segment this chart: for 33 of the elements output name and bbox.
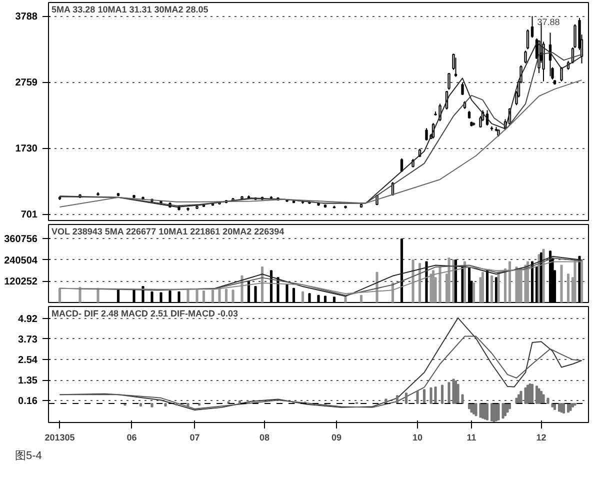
candlestick — [530, 16, 534, 38]
y-tick-label: 2.54 — [18, 354, 38, 366]
x-tick-label: 06 — [126, 432, 137, 442]
y-tick-label: 3788 — [15, 12, 38, 23]
line-series — [59, 317, 582, 411]
y-tick-label: 240504 — [4, 255, 38, 266]
annotation: 5MA 33.28 10MA1 31.31 30MA2 28.05 — [52, 4, 208, 14]
y-tick-label: 1730 — [15, 144, 38, 155]
candlestick — [524, 50, 527, 64]
y-tick-label: 4.92 — [18, 314, 38, 325]
annotation: 37.88 — [537, 17, 560, 28]
caption: 图5-4 — [15, 449, 42, 464]
y-tick-label: 360756 — [4, 234, 38, 246]
y-tick-label: 2759 — [15, 78, 38, 89]
x-tick-label: 201305 — [44, 432, 75, 442]
y-tick-label: 1.35 — [18, 376, 38, 387]
x-tick-label: 08 — [259, 432, 270, 442]
x-tick-label: 07 — [190, 432, 200, 442]
y-tick-label: 701 — [20, 210, 38, 221]
candlestick — [454, 57, 458, 78]
candlestick — [526, 28, 530, 50]
line-series — [59, 80, 582, 208]
y-tick-label: 0.16 — [18, 396, 38, 408]
x-tick-label: 09 — [331, 432, 342, 442]
candlestick — [461, 82, 464, 96]
annotation: VOL 238943 5MA 226677 10MA1 221861 20MA2 226394 — [52, 226, 284, 236]
annotation: MACD- DIF 2.48 MACD 2.51 DIF-MACD -0.03 — [52, 308, 238, 318]
y-tick-label: 3.73 — [18, 334, 38, 346]
x-tick-label: 11 — [466, 432, 476, 442]
x-tick-label: 10 — [412, 432, 423, 442]
candlestick — [448, 72, 450, 90]
x-tick-label: 12 — [536, 432, 546, 442]
y-tick-label: 120252 — [4, 276, 38, 288]
